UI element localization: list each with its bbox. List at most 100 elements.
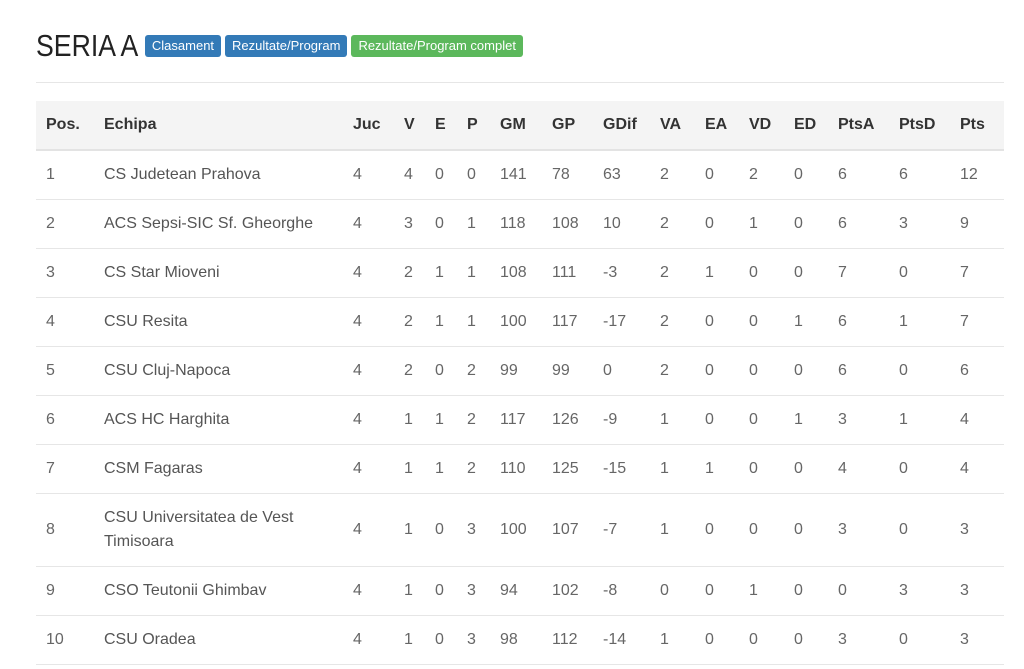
table-cell: 0 [695, 150, 739, 200]
table-cell: 6 [828, 150, 889, 200]
page-title: SERIA A [36, 28, 139, 63]
table-cell: 112 [542, 615, 593, 665]
table-cell: 4 [950, 395, 1004, 445]
table-cell: 0 [425, 346, 457, 396]
table-cell: 100 [490, 493, 542, 567]
table-cell: 117 [490, 395, 542, 445]
table-cell: 111 [542, 248, 593, 298]
table-cell: 3 [828, 493, 889, 567]
table-cell: 117 [542, 297, 593, 347]
team-name-cell: ACS Sepsi-SIC Sf. Gheorghe [94, 199, 343, 249]
table-row: 4 CSU Resita 4 2 1 1 100 117 -17 2 0 0 1 6 1 7 [36, 297, 1004, 347]
table-cell: 4 [343, 248, 394, 298]
table-row: 5 CSU Cluj-Napoca 4 2 0 2 99 99 0 2 0 0 0 6 0 6 [36, 346, 1004, 396]
rezultate-program-button[interactable]: Rezultate/Program [225, 35, 348, 57]
table-cell: 0 [739, 297, 784, 347]
table-body: 1 CS Judetean Prahova 4 4 0 0 141 78 63 2 0 2 0 6 6 12 2… [36, 150, 1004, 665]
table-cell: 1 [394, 444, 425, 494]
table-cell: 4 [36, 297, 94, 347]
rezultate-program-complet-button[interactable]: Rezultate/Program complet [351, 35, 523, 57]
table-cell: 0 [828, 566, 889, 616]
table-cell: 2 [394, 248, 425, 298]
standings-table: Pos. Echipa Juc V E P GM GP GDif VA EA VD ED PtsA PtsD… [36, 101, 1004, 665]
table-cell: 10 [36, 615, 94, 665]
table-cell: 141 [490, 150, 542, 200]
column-header: VD [739, 101, 784, 151]
table-cell: 0 [889, 346, 950, 396]
table-cell: 0 [784, 199, 828, 249]
table-cell: 0 [593, 346, 650, 396]
table-cell: 2 [36, 199, 94, 249]
table-cell: 2 [650, 297, 695, 347]
table-cell: 118 [490, 199, 542, 249]
team-name-cell: CSO Teutonii Ghimbav [94, 566, 343, 616]
table-cell: -17 [593, 297, 650, 347]
table-cell: 1 [650, 444, 695, 494]
table-cell: 4 [343, 493, 394, 567]
column-header: P [457, 101, 490, 151]
table-cell: 4 [828, 444, 889, 494]
table-cell: 2 [650, 199, 695, 249]
table-cell: 6 [828, 297, 889, 347]
table-cell: 1 [889, 297, 950, 347]
table-cell: 1 [394, 566, 425, 616]
table-cell: 3 [394, 199, 425, 249]
table-cell: 3 [457, 615, 490, 665]
table-row: 7 CSM Fagaras 4 1 1 2 110 125 -15 1 1 0 0 4 0 4 [36, 444, 1004, 494]
table-cell: -7 [593, 493, 650, 567]
column-header: GDif [593, 101, 650, 151]
table-cell: 1 [650, 395, 695, 445]
table-cell: 4 [343, 199, 394, 249]
table-header-row: Pos. Echipa Juc V E P GM GP GDif VA EA VD ED PtsA PtsD… [36, 101, 1004, 151]
table-cell: 126 [542, 395, 593, 445]
clasament-button[interactable]: Clasament [144, 35, 222, 57]
table-cell: 110 [490, 444, 542, 494]
table-row: 9 CSO Teutonii Ghimbav 4 1 0 3 94 102 -8 0 0 1 0 0 3 3 [36, 566, 1004, 616]
table-cell: 1 [394, 493, 425, 567]
team-name-cell: CSU Universitatea de Vest Timisoara [94, 493, 343, 567]
table-cell: 0 [695, 493, 739, 567]
table-cell: 4 [343, 566, 394, 616]
table-cell: 1 [695, 248, 739, 298]
table-cell: 0 [425, 615, 457, 665]
table-cell: 0 [695, 615, 739, 665]
table-cell: 108 [490, 248, 542, 298]
table-row: 2 ACS Sepsi-SIC Sf. Gheorghe 4 3 0 1 118 108 10 2… [36, 199, 1004, 249]
header-divider [36, 82, 1004, 83]
table-cell: 4 [950, 444, 1004, 494]
column-header: GM [490, 101, 542, 151]
table-cell: 1 [394, 395, 425, 445]
team-name-cell: CSM Fagaras [94, 444, 343, 494]
table-cell: 4 [343, 150, 394, 200]
table-cell: 3 [889, 566, 950, 616]
column-header: Juc [343, 101, 394, 151]
column-header: EA [695, 101, 739, 151]
table-cell: 9 [36, 566, 94, 616]
table-cell: 0 [695, 395, 739, 445]
table-cell: 3 [950, 566, 1004, 616]
column-header: PtsD [889, 101, 950, 151]
table-cell: 0 [889, 493, 950, 567]
table-cell: 0 [457, 150, 490, 200]
standings-panel: SERIA A Clasament Rezultate/Program Rezu… [36, 26, 1004, 665]
table-cell: 3 [950, 493, 1004, 567]
column-header: GP [542, 101, 593, 151]
table-cell: 0 [784, 493, 828, 567]
table-cell: 0 [784, 346, 828, 396]
table-cell: 6 [828, 346, 889, 396]
table-cell: 0 [695, 346, 739, 396]
table-cell: 3 [457, 566, 490, 616]
table-cell: -3 [593, 248, 650, 298]
table-cell: 99 [490, 346, 542, 396]
table-cell: 98 [490, 615, 542, 665]
column-header: Echipa [94, 101, 343, 151]
table-cell: 1 [425, 248, 457, 298]
table-cell: 0 [784, 615, 828, 665]
table-cell: 7 [950, 248, 1004, 298]
table-cell: 1 [695, 444, 739, 494]
table-cell: 1 [739, 566, 784, 616]
table-cell: 4 [343, 346, 394, 396]
column-header: V [394, 101, 425, 151]
table-cell: 8 [36, 493, 94, 567]
table-cell: 1 [889, 395, 950, 445]
